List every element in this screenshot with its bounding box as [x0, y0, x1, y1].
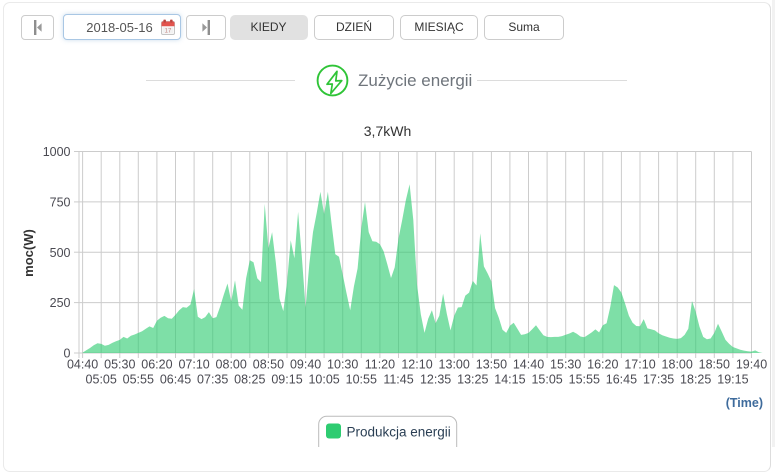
svg-text:18:50: 18:50: [699, 358, 730, 372]
svg-text:Produkcja energii: Produkcja energii: [347, 425, 451, 440]
svg-text:11:20: 11:20: [365, 358, 395, 372]
svg-text:18:00: 18:00: [662, 358, 693, 372]
svg-text:09:40: 09:40: [290, 358, 321, 372]
svg-text:13:25: 13:25: [457, 373, 488, 387]
svg-text:750: 750: [50, 195, 71, 209]
svg-text:05:55: 05:55: [123, 373, 154, 387]
svg-text:15:05: 15:05: [531, 373, 562, 387]
svg-text:10:30: 10:30: [327, 358, 358, 372]
svg-text:13:50: 13:50: [476, 358, 507, 372]
svg-text:07:35: 07:35: [197, 373, 228, 387]
svg-text:16:20: 16:20: [587, 358, 618, 372]
svg-text:08:00: 08:00: [216, 358, 247, 372]
svg-text:08:25: 08:25: [234, 373, 265, 387]
svg-text:17:35: 17:35: [643, 373, 674, 387]
svg-text:07:10: 07:10: [178, 358, 209, 372]
svg-text:12:35: 12:35: [420, 373, 451, 387]
svg-text:13:00: 13:00: [439, 358, 470, 372]
svg-text:09:15: 09:15: [271, 373, 302, 387]
svg-text:10:05: 10:05: [308, 373, 339, 387]
svg-text:500: 500: [50, 246, 71, 260]
svg-text:11:45: 11:45: [383, 373, 413, 387]
svg-text:(Time): (Time): [726, 396, 763, 410]
svg-text:19:40: 19:40: [736, 358, 767, 372]
svg-text:18:25: 18:25: [680, 373, 711, 387]
svg-text:05:30: 05:30: [104, 358, 135, 372]
svg-text:04:40: 04:40: [67, 358, 98, 372]
svg-text:12:10: 12:10: [401, 358, 432, 372]
svg-text:1000: 1000: [43, 145, 71, 159]
svg-text:0: 0: [64, 347, 71, 361]
svg-text:14:15: 14:15: [494, 373, 525, 387]
svg-text:15:55: 15:55: [569, 373, 600, 387]
svg-text:17: 17: [165, 28, 172, 34]
svg-text:16:45: 16:45: [606, 373, 637, 387]
svg-text:14:40: 14:40: [513, 358, 544, 372]
svg-text:10:55: 10:55: [346, 373, 377, 387]
svg-text:05:05: 05:05: [86, 373, 117, 387]
svg-text:19:15: 19:15: [717, 373, 748, 387]
svg-text:06:45: 06:45: [160, 373, 191, 387]
svg-text:moc(W): moc(W): [21, 229, 36, 277]
svg-text:17:10: 17:10: [624, 358, 655, 372]
svg-text:15:30: 15:30: [550, 358, 581, 372]
svg-text:250: 250: [50, 296, 71, 310]
svg-text:08:50: 08:50: [253, 358, 284, 372]
svg-text:06:20: 06:20: [141, 358, 172, 372]
